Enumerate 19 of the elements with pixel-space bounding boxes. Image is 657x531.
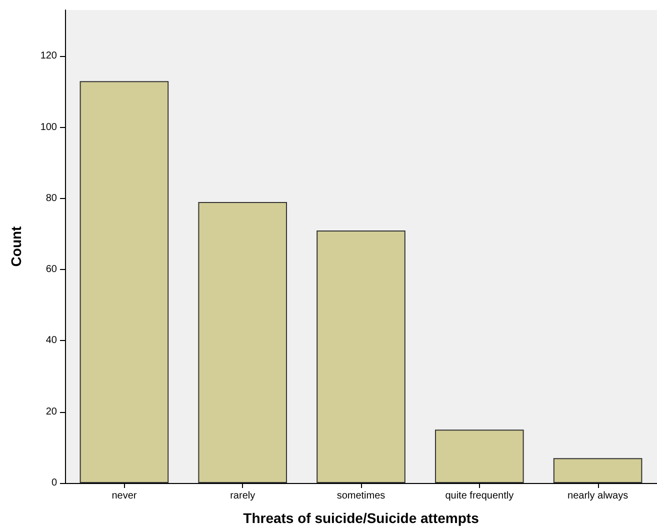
bar bbox=[553, 458, 642, 483]
bar bbox=[198, 202, 287, 483]
y-tick-label: 120 bbox=[40, 50, 58, 62]
x-tick-label: quite frequently bbox=[445, 490, 514, 502]
y-tick-label: 40 bbox=[46, 335, 58, 346]
x-tick-label: sometimes bbox=[336, 490, 386, 502]
x-tick-label: rarely bbox=[230, 490, 256, 502]
y-axis-title: Count bbox=[8, 226, 24, 267]
y-tick-label: 20 bbox=[46, 406, 58, 418]
y-tick-label: 0 bbox=[51, 478, 58, 488]
x-tick-label: never bbox=[112, 490, 138, 502]
bar bbox=[80, 81, 169, 483]
y-tick-label: 100 bbox=[40, 122, 58, 133]
y-tick-label: 60 bbox=[46, 264, 58, 276]
x-tick-label: nearly always bbox=[568, 490, 628, 502]
bar bbox=[435, 430, 524, 483]
bar bbox=[316, 230, 406, 483]
y-tick-label: 80 bbox=[46, 192, 58, 204]
x-axis-title: Threats of suicide/Suicide attempts bbox=[243, 510, 480, 526]
